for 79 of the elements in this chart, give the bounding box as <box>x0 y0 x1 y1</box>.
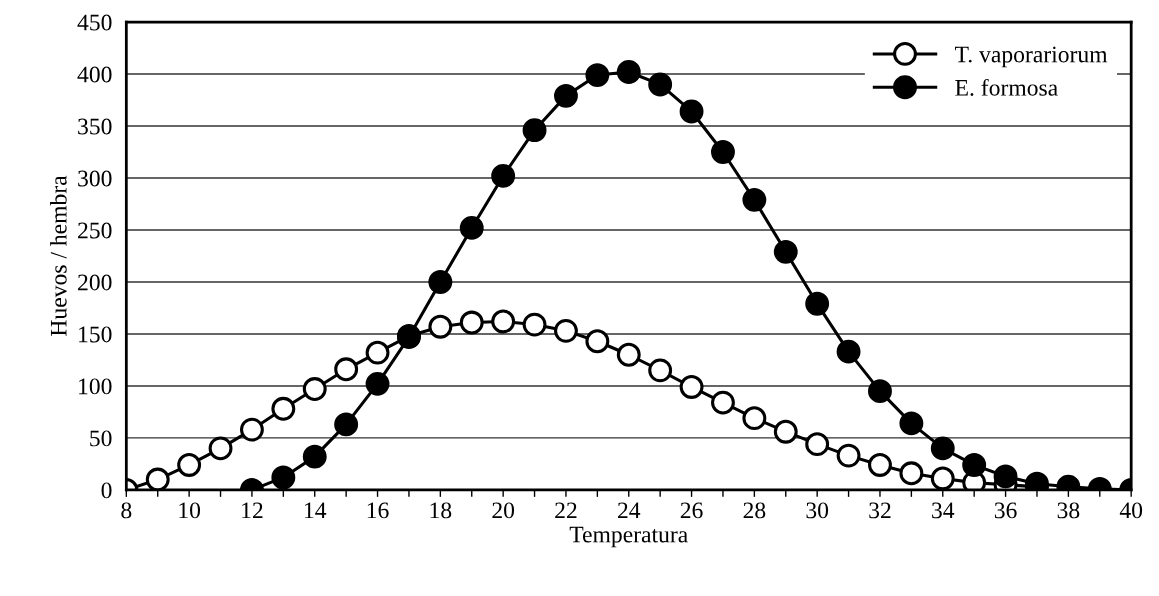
point <box>302 377 327 402</box>
x-tick-label: 38 <box>1057 502 1080 519</box>
y-tick-label: 250 <box>78 222 112 239</box>
point <box>742 406 767 431</box>
point <box>742 187 767 212</box>
y-tick-label: 300 <box>78 170 112 187</box>
x-tick-label: 36 <box>994 502 1017 519</box>
point <box>522 118 547 143</box>
x-tick-label: 32 <box>869 502 891 519</box>
x-axis-title: Temperatura <box>569 526 688 548</box>
x-tick-label: 18 <box>430 502 452 519</box>
point <box>899 411 924 436</box>
point <box>271 396 296 421</box>
point <box>773 239 798 264</box>
x-tick-label: 28 <box>743 502 766 519</box>
x-tick-label: 30 <box>806 502 829 519</box>
point <box>679 99 704 124</box>
point <box>679 375 704 399</box>
point <box>930 466 955 490</box>
y-axis-title: Huevos / hembra <box>50 175 67 336</box>
y-tick-label: 50 <box>90 430 112 447</box>
point <box>334 412 359 437</box>
y-tick-label: 200 <box>78 274 112 291</box>
point <box>962 453 987 477</box>
x-tick-label: 20 <box>492 502 515 519</box>
point <box>365 340 390 365</box>
point <box>773 419 798 444</box>
point <box>239 417 264 442</box>
point <box>711 140 735 164</box>
y-tick-label: 350 <box>78 118 112 135</box>
y-tick-label: 100 <box>79 378 112 395</box>
x-tick-label: 40 <box>1119 502 1143 519</box>
point <box>993 464 1018 489</box>
point <box>334 357 359 382</box>
point <box>585 329 610 354</box>
point <box>208 436 233 461</box>
point <box>868 453 892 477</box>
point <box>616 60 641 84</box>
y-tick-label: 150 <box>79 326 112 343</box>
legend-label: E. formosa <box>955 78 1058 96</box>
point <box>554 83 578 108</box>
x-tick-label: 12 <box>242 502 263 519</box>
x-tick-label: 14 <box>305 502 327 519</box>
point <box>145 467 170 490</box>
point <box>491 309 516 334</box>
point <box>711 390 735 415</box>
point <box>648 72 673 97</box>
point <box>459 215 484 240</box>
point <box>805 291 830 316</box>
x-tick-label: 8 <box>121 502 132 519</box>
point <box>648 358 673 383</box>
x-tick-label: 22 <box>555 502 577 519</box>
point <box>554 318 578 343</box>
point <box>836 339 861 364</box>
point <box>585 63 610 88</box>
point <box>271 465 296 490</box>
point <box>365 371 390 396</box>
legend-label: T. vaporariorum <box>955 46 1108 68</box>
y-tick-label: 0 <box>101 482 112 499</box>
point <box>177 453 202 477</box>
point <box>302 444 327 469</box>
x-tick-label: 26 <box>680 502 703 519</box>
point <box>428 270 453 294</box>
x-tick-label: 24 <box>617 502 641 519</box>
point <box>899 461 924 486</box>
x-tick-label: 34 <box>932 502 955 519</box>
point <box>868 379 892 404</box>
point <box>616 342 641 367</box>
point <box>930 436 955 461</box>
point <box>805 432 830 457</box>
point <box>428 314 453 339</box>
point <box>522 312 547 337</box>
y-tick-label: 400 <box>77 66 112 83</box>
point <box>491 163 516 188</box>
y-tick-label: 450 <box>77 14 112 31</box>
x-tick-label: 16 <box>367 502 389 519</box>
point <box>459 310 484 335</box>
x-tick-label: 10 <box>179 502 201 519</box>
point <box>836 443 861 468</box>
